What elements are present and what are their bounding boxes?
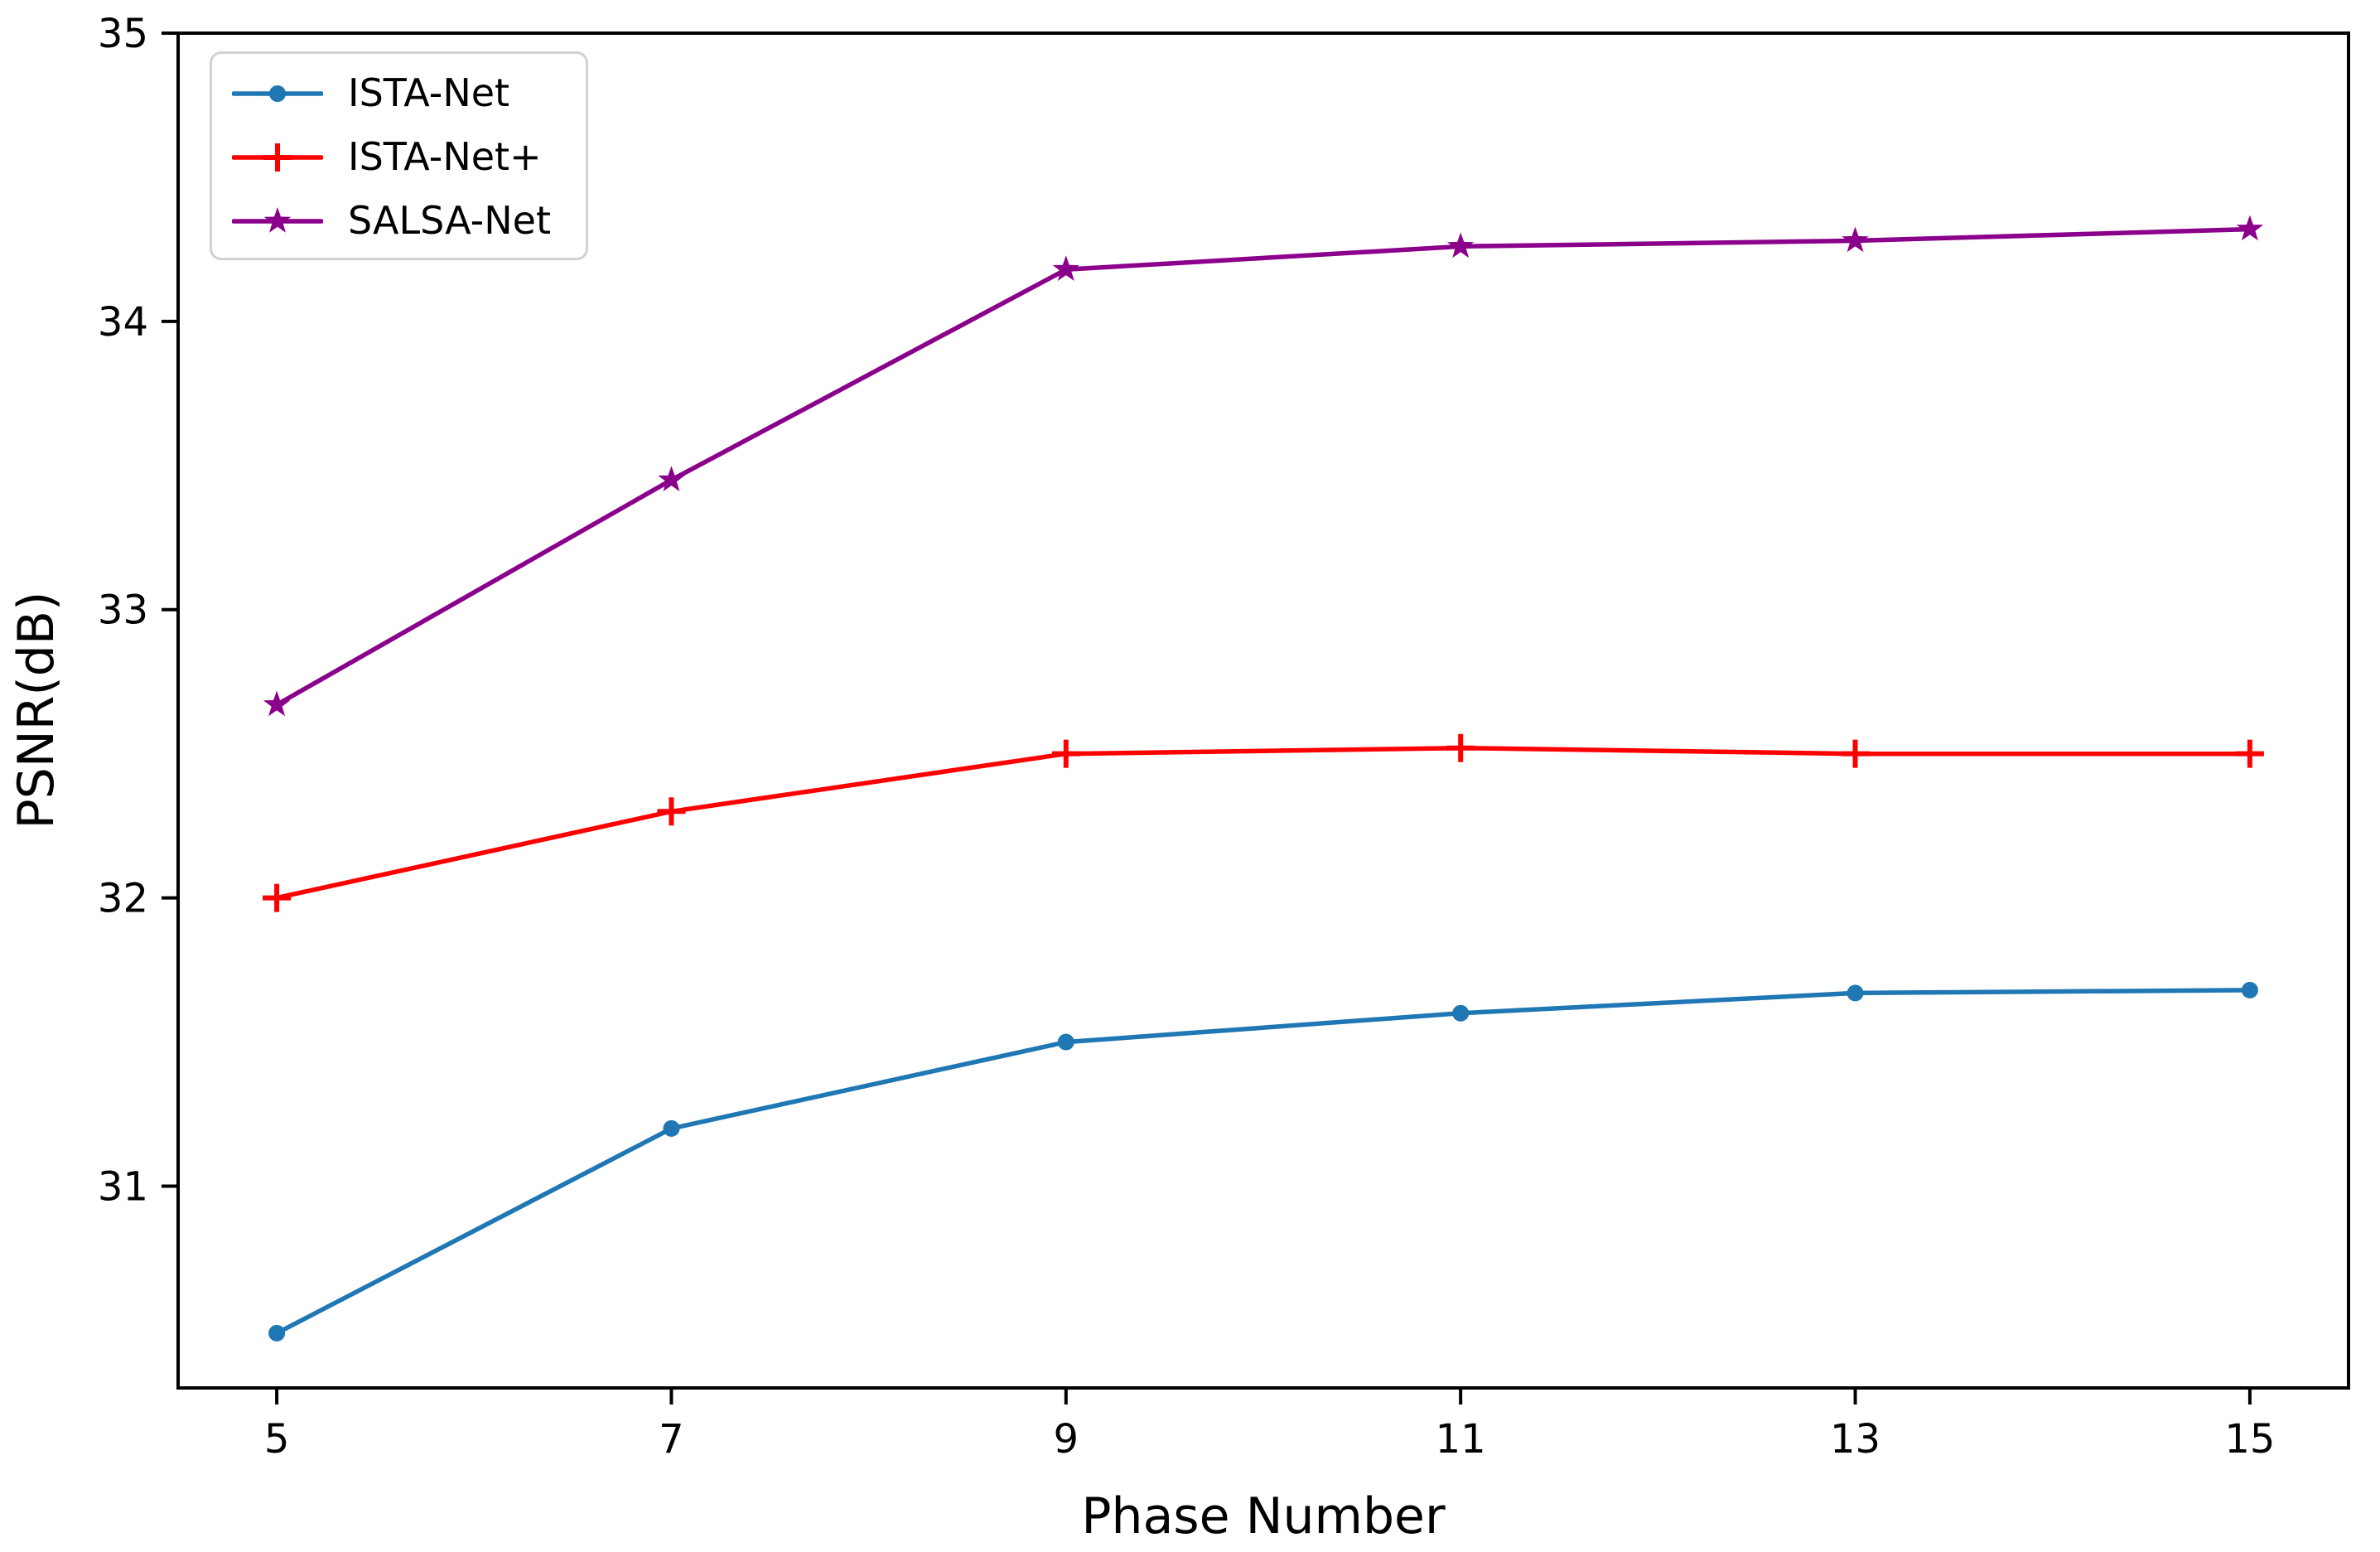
legend-item-ista-net-plus: ISTA-Net+ bbox=[232, 134, 551, 180]
legend-marker-ista-net-plus-icon bbox=[232, 143, 323, 172]
legend-marker-salsa-net-icon bbox=[232, 206, 323, 233]
y-tick-label: 31 bbox=[98, 1163, 148, 1210]
circle-marker bbox=[663, 1119, 680, 1137]
legend-label-ista-net-plus: ISTA-Net+ bbox=[348, 134, 542, 180]
series-salsa-net bbox=[263, 215, 2264, 717]
circle-marker bbox=[269, 85, 286, 102]
circle-marker bbox=[1847, 984, 1864, 1002]
y-axis-title: PSNR(dB) bbox=[7, 592, 65, 829]
circle-marker bbox=[1452, 1004, 1470, 1022]
star-marker bbox=[1052, 255, 1079, 281]
legend-label-ista-net: ISTA-Net bbox=[348, 70, 510, 115]
y-tick-label: 33 bbox=[98, 587, 148, 634]
plus-marker bbox=[263, 143, 292, 172]
x-tick-label: 5 bbox=[264, 1416, 290, 1463]
x-tick-label: 7 bbox=[659, 1416, 684, 1463]
x-tick-label: 13 bbox=[1830, 1416, 1880, 1463]
y-tick-label: 34 bbox=[98, 299, 148, 346]
y-tick-label: 32 bbox=[98, 876, 148, 922]
legend-marker-ista-net-icon bbox=[232, 85, 323, 102]
x-tick-label: 9 bbox=[1054, 1416, 1079, 1463]
star-marker bbox=[1842, 226, 1869, 253]
series-line bbox=[274, 226, 2252, 708]
series-line bbox=[274, 745, 2252, 901]
star-marker bbox=[263, 206, 292, 233]
plus-marker bbox=[2235, 739, 2264, 768]
legend-label-salsa-net: SALSA-Net bbox=[348, 198, 552, 244]
x-tick-label: 11 bbox=[1436, 1416, 1486, 1463]
series-ista-net bbox=[268, 981, 2258, 1342]
x-axis-title: Phase Number bbox=[1081, 1487, 1446, 1545]
legend: ISTA-Net ISTA-Net+ SALSA-Net bbox=[210, 51, 589, 260]
plot-area: 5 7 9 11 13 15 31 32 33 34 35 bbox=[98, 11, 2350, 1463]
star-marker bbox=[2236, 215, 2264, 241]
series-line bbox=[274, 988, 2252, 1336]
star-marker bbox=[263, 690, 291, 717]
plus-marker bbox=[1446, 733, 1475, 762]
legend-item-ista-net: ISTA-Net bbox=[232, 70, 551, 116]
plot-frame bbox=[176, 31, 2350, 1390]
circle-marker bbox=[2241, 981, 2258, 998]
series-ista-net- bbox=[263, 733, 2264, 912]
plus-marker bbox=[1841, 739, 1870, 768]
star-marker bbox=[658, 466, 685, 491]
circle-marker bbox=[1057, 1033, 1074, 1051]
star-marker bbox=[1447, 232, 1475, 259]
y-tick-label: 35 bbox=[98, 11, 148, 57]
legend-item-salsa-net: SALSA-Net bbox=[232, 198, 551, 244]
x-tick-label: 15 bbox=[2224, 1416, 2275, 1463]
plus-marker bbox=[657, 797, 686, 826]
plus-marker bbox=[1051, 739, 1080, 768]
circle-marker bbox=[268, 1324, 286, 1342]
plus-marker bbox=[263, 883, 292, 912]
